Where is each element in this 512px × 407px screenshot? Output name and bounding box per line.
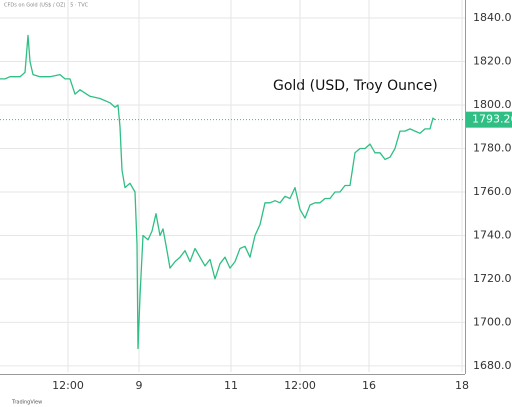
y-tick-label: 1740.00	[473, 228, 512, 241]
y-tick-label: 1820.00	[473, 55, 512, 68]
x-tick-label: 12:00	[52, 379, 84, 392]
chart-subtitle: CFDs on Gold (US$ / OZ) · 5 · TVC	[4, 3, 89, 9]
price-line	[0, 34, 436, 350]
x-tick-label: 11	[224, 379, 238, 392]
y-tick-label: 1680.00	[473, 359, 512, 372]
source: TradingView	[11, 400, 42, 406]
x-tick-label: 18	[455, 379, 469, 392]
y-tick-label: 1760.00	[473, 185, 512, 198]
y-tick-label: 1840.00	[473, 11, 512, 24]
x-tick-label: 12:00	[284, 379, 316, 392]
chart-title: Gold (USD, Troy Ounce)	[273, 78, 438, 94]
y-tick-label: 1720.00	[473, 272, 512, 285]
y-tick-label: 1800.00	[473, 98, 512, 111]
last-price-label: 1793.26	[472, 113, 512, 126]
x-tick-label: 16	[362, 379, 376, 392]
x-tick-label: 9	[136, 379, 143, 392]
y-tick-label: 1700.00	[473, 315, 512, 328]
last-price-box	[466, 111, 512, 128]
y-tick-label: 1780.00	[473, 141, 512, 154]
